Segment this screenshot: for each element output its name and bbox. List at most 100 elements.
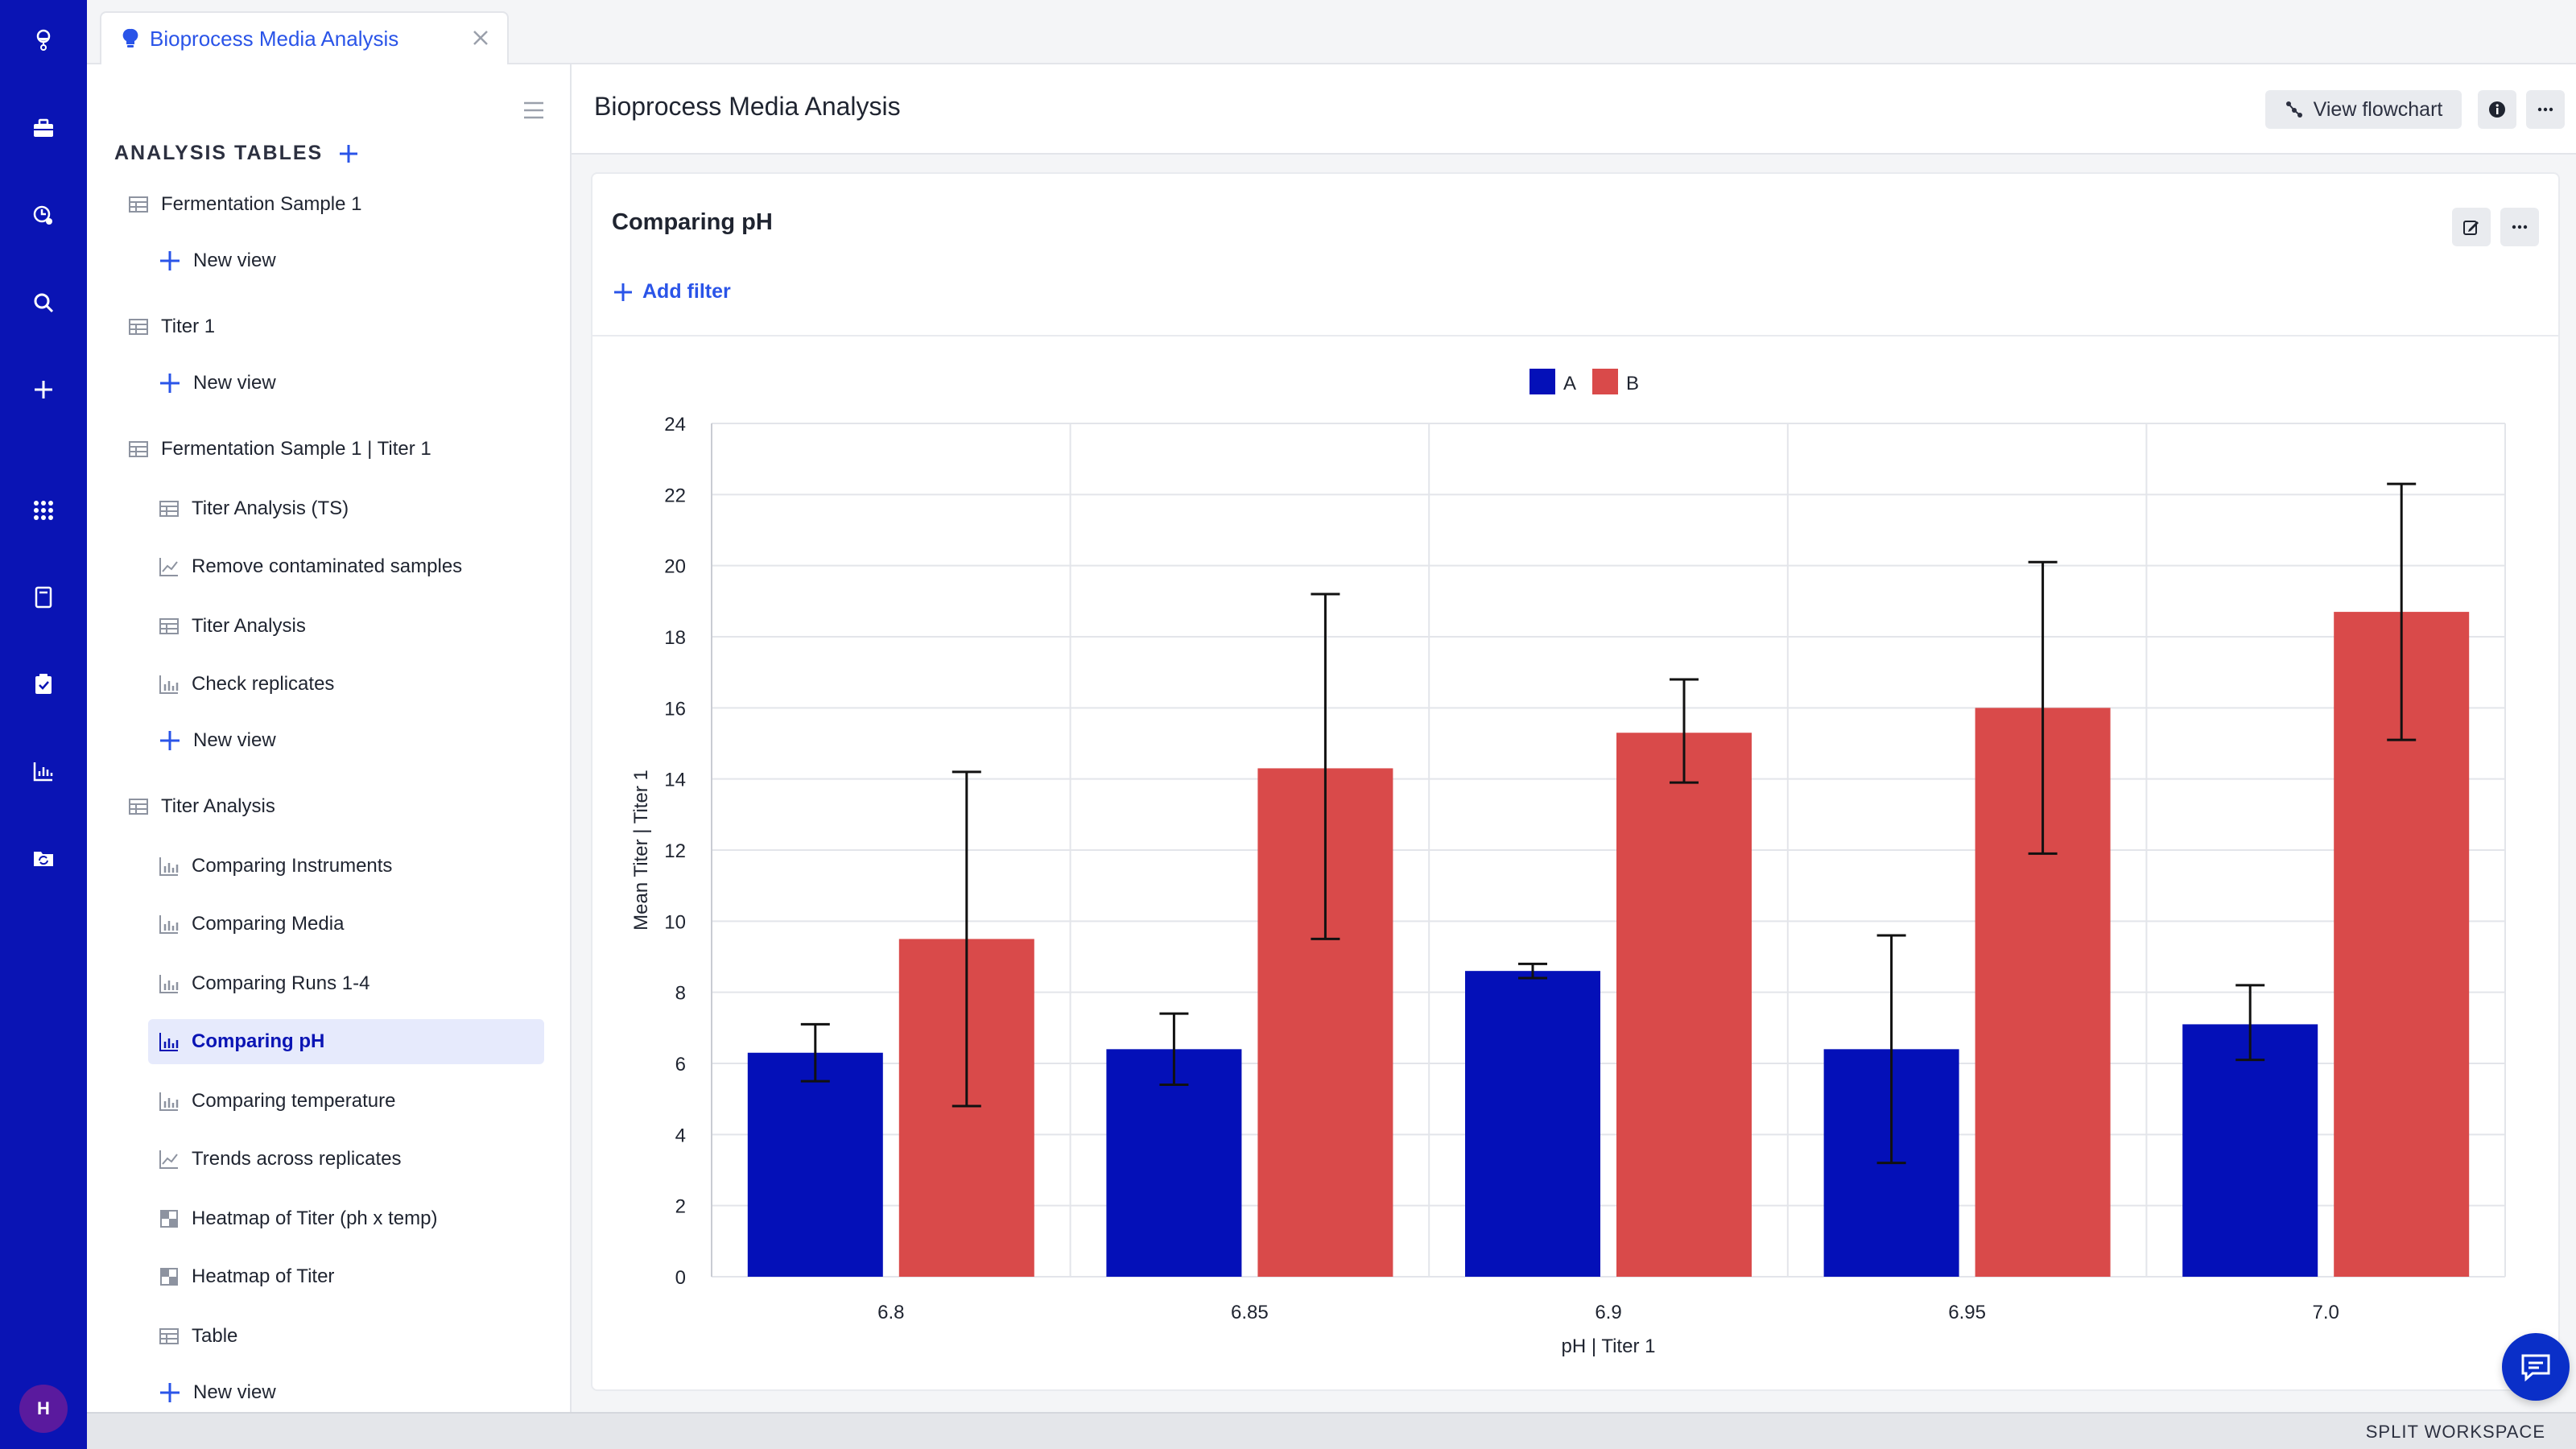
- close-icon[interactable]: [470, 27, 491, 48]
- y-tick-label: 14: [664, 770, 686, 791]
- sidebar-item-label: Titer Analysis: [161, 795, 275, 817]
- plus-icon: [614, 283, 632, 301]
- add-filter-button[interactable]: Add filter: [612, 280, 731, 303]
- tab-label: Bioprocess Media Analysis: [150, 26, 399, 51]
- sidebar-item-comparing-instruments[interactable]: Comparing Instruments: [158, 844, 392, 889]
- view-flowchart-button[interactable]: View flowchart: [2265, 90, 2462, 129]
- sidebar-item-titer-analysis[interactable]: Titer Analysis: [127, 784, 275, 829]
- sidebar-item-fermentation-sample-1[interactable]: Fermentation Sample 1: [127, 182, 361, 227]
- briefcase-icon[interactable]: [24, 109, 63, 148]
- sidebar-item-new-view[interactable]: New view: [158, 238, 276, 283]
- y-tick-label: 8: [675, 983, 686, 1005]
- add-table-icon[interactable]: [337, 142, 360, 165]
- heatmap-icon: [158, 1265, 180, 1288]
- x-tick-label: 6.9: [1595, 1302, 1621, 1323]
- app-logo-icon[interactable]: [24, 21, 63, 60]
- sidebar-item-label: Comparing pH: [192, 1030, 325, 1052]
- table-icon: [127, 795, 150, 818]
- legend-swatch-a: [1530, 369, 1555, 394]
- split-workspace-button[interactable]: SPLIT WORKSPACE: [2365, 1422, 2545, 1442]
- sidebar-item-table[interactable]: Table: [158, 1314, 237, 1359]
- sidebar-item-comparing-media[interactable]: Comparing Media: [158, 902, 344, 947]
- more-options-button[interactable]: [2526, 90, 2565, 129]
- x-axis-label: pH | Titer 1: [1562, 1335, 1656, 1357]
- sidebar-item-heatmap-of-titer-ph-x-temp[interactable]: Heatmap of Titer (ph x temp): [158, 1196, 437, 1241]
- legend-label-b: B: [1626, 373, 1639, 394]
- sidebar-item-label: New view: [193, 1381, 276, 1403]
- info-button[interactable]: [2478, 90, 2516, 129]
- bar-b-6-9: [1616, 733, 1752, 1277]
- user-avatar[interactable]: H: [19, 1385, 68, 1433]
- tab-strip: Bioprocess Media Analysis: [87, 0, 2576, 64]
- sidebar-item-comparing-ph[interactable]: Comparing pH: [148, 1019, 544, 1064]
- sidebar-item-titer-1[interactable]: Titer 1: [127, 304, 215, 349]
- bar-a-6-8: [747, 1052, 883, 1277]
- sidebar-item-label: Heatmap of Titer (ph x temp): [192, 1208, 438, 1229]
- more-icon: [2512, 225, 2528, 229]
- sidebar-item-label: New view: [193, 729, 276, 751]
- plus-icon: [158, 249, 182, 273]
- sidebar-item-trends-across-replicates[interactable]: Trends across replicates: [158, 1137, 402, 1182]
- apps-grid-icon[interactable]: [24, 491, 63, 530]
- card-more-button[interactable]: [2500, 208, 2539, 246]
- sidebar-item-label: Fermentation Sample 1 | Titer 1: [161, 438, 431, 460]
- sidebar-item-new-view[interactable]: New view: [158, 1370, 276, 1415]
- sidebar-item-label: Comparing Runs 1-4: [192, 972, 370, 994]
- y-tick-label: 12: [664, 840, 686, 862]
- table-icon: [127, 193, 150, 216]
- sidebar-item-label: Table: [192, 1325, 238, 1347]
- folder-sync-icon[interactable]: [24, 839, 63, 877]
- y-tick-label: 4: [675, 1125, 686, 1146]
- y-tick-label: 22: [664, 485, 686, 506]
- flowchart-icon: [2285, 101, 2302, 118]
- hamburger-menu-icon[interactable]: [522, 100, 546, 121]
- sidebar-item-remove-contaminated-samples[interactable]: Remove contaminated samples: [158, 544, 462, 589]
- x-tick-label: 6.85: [1231, 1302, 1269, 1323]
- sidebar-item-new-view[interactable]: New view: [158, 718, 276, 763]
- legend-swatch-b: [1592, 369, 1618, 394]
- analysis-sidebar: ANALYSIS TABLES Fermentation Sample 1 New…: [87, 64, 572, 1412]
- tab-bioprocess-media-analysis[interactable]: Bioprocess Media Analysis: [100, 11, 509, 64]
- table-icon: [158, 497, 180, 520]
- sidebar-item-new-view[interactable]: New view: [158, 361, 276, 406]
- sidebar-item-label: Check replicates: [192, 673, 335, 695]
- y-tick-label: 18: [664, 627, 686, 649]
- info-icon: [2489, 101, 2505, 118]
- sidebar-item-check-replicates[interactable]: Check replicates: [158, 662, 334, 707]
- sidebar-item-heatmap-of-titer[interactable]: Heatmap of Titer: [158, 1254, 334, 1299]
- activity-icon[interactable]: [24, 196, 63, 235]
- bar-chart-icon: [158, 972, 180, 995]
- analytics-icon[interactable]: [24, 752, 63, 791]
- sidebar-item-comparing-runs-1-4[interactable]: Comparing Runs 1-4: [158, 961, 369, 1006]
- create-plus-icon[interactable]: [24, 370, 63, 409]
- search-icon[interactable]: [24, 283, 63, 322]
- sidebar-item-label: New view: [193, 250, 276, 271]
- legend-label-a: A: [1563, 373, 1576, 394]
- bar-chart-icon: [158, 913, 180, 935]
- bar-chart-icon: [158, 1030, 180, 1053]
- y-axis-label: Mean Titer | Titer 1: [630, 770, 652, 931]
- bar-chart-icon: [158, 1090, 180, 1113]
- sidebar-item-titer-analysis[interactable]: Titer Analysis: [158, 604, 306, 649]
- chart-card: Comparing pH Add filter 0 2 4 6 8 10 12 14 16 18 2…: [591, 172, 2560, 1391]
- line-chart-icon: [158, 1148, 180, 1170]
- page-title: Bioprocess Media Analysis: [594, 92, 901, 121]
- card-title: Comparing pH: [612, 209, 773, 235]
- view-flowchart-label: View flowchart: [2313, 97, 2443, 121]
- bar-a-6-85: [1106, 1049, 1242, 1277]
- clipboard-check-icon[interactable]: [24, 665, 63, 704]
- y-tick-label: 2: [675, 1196, 686, 1218]
- lightbulb-icon: [122, 28, 138, 47]
- sidebar-item-fermentation-sample-1-titer-1[interactable]: Fermentation Sample 1 | Titer 1: [127, 427, 431, 472]
- chat-button[interactable]: [2502, 1333, 2570, 1401]
- sidebar-item-comparing-temperature[interactable]: Comparing temperature: [158, 1079, 395, 1124]
- notebook-icon[interactable]: [24, 578, 63, 617]
- bar-chart-icon: [158, 673, 180, 696]
- sidebar-item-label: Comparing Media: [192, 913, 345, 935]
- edit-icon: [2463, 221, 2479, 235]
- sidebar-item-titer-analysis-ts[interactable]: Titer Analysis (TS): [158, 486, 349, 531]
- edit-chart-button[interactable]: [2452, 208, 2491, 246]
- sidebar-item-label: Trends across replicates: [192, 1148, 402, 1170]
- y-tick-label: 20: [664, 556, 686, 578]
